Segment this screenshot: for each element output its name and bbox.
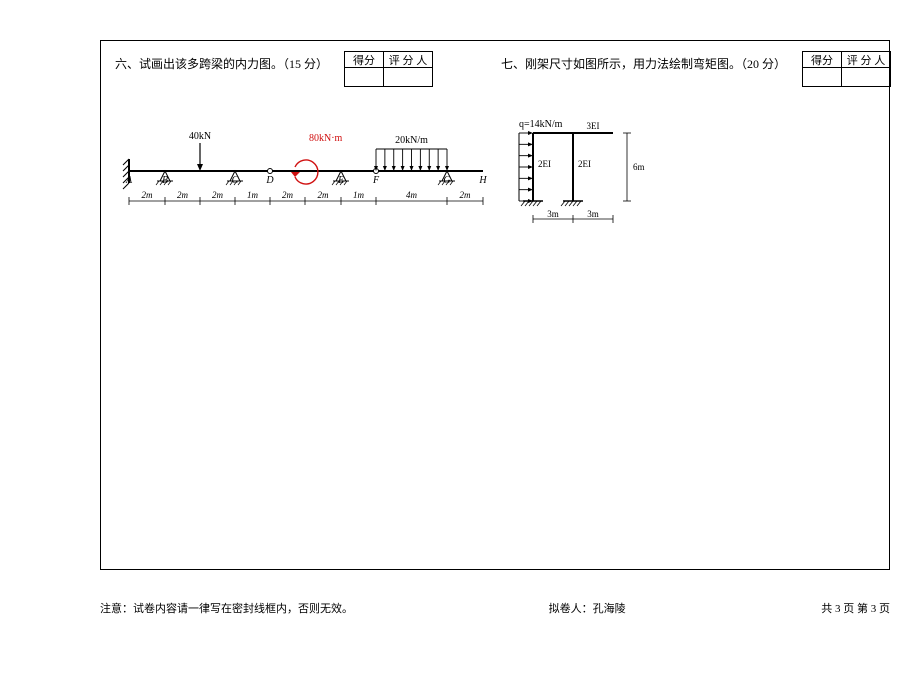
svg-text:D: D [265,175,274,186]
svg-text:3m: 3m [587,209,599,219]
problem-6-title: 六、试画出该多跨梁的内力图。（15 分） [115,51,328,72]
svg-text:1m: 1m [247,190,259,200]
problem-7-title: 七、刚架尺寸如图所示，用力法绘制弯矩图。（20 分） [501,51,786,72]
score-body-2 [384,68,432,86]
beam-figure: ABCDEFGH40kN80kN·m20kN/m2m2m2m1m2m2m1m4m… [115,115,495,225]
beam-svg: ABCDEFGH40kN80kN·m20kN/m2m2m2m1m2m2m1m4m… [115,115,495,225]
score-body-2b [842,68,890,86]
svg-text:2EI: 2EI [578,159,591,169]
svg-text:20kN/m: 20kN/m [395,135,428,146]
frame-svg: q=14kN/m 3EI 2EI 2EI 6m 3m 3m [501,105,701,235]
svg-text:80kN·m: 80kN·m [309,133,343,144]
score-body-1b [803,68,841,86]
page-footer: 注意：试卷内容请一律写在密封线框内，否则无效。 拟卷人：孔海陵 共 3 页 第 … [100,600,890,616]
svg-text:A: A [125,175,133,186]
score-box-6: 得分 评 分 人 [344,51,433,87]
problem-7: 七、刚架尺寸如图所示，用力法绘制弯矩图。（20 分） 得分 评 分 人 q=14… [501,51,881,235]
page-frame: 六、试画出该多跨梁的内力图。（15 分） 得分 评 分 人 ABCDEFGH40… [100,40,890,570]
svg-text:2m: 2m [177,190,189,200]
svg-text:3m: 3m [547,209,559,219]
score-col-1b: 得分 [803,52,841,86]
svg-text:40kN: 40kN [189,131,211,142]
svg-text:2m: 2m [318,190,330,200]
score-head-1: 得分 [345,52,383,68]
svg-text:2EI: 2EI [538,159,551,169]
score-col-2b: 评 分 人 [841,52,890,86]
footer-mid: 拟卷人：孔海陵 [549,600,626,616]
svg-text:2m: 2m [282,190,294,200]
svg-text:4m: 4m [406,190,418,200]
svg-text:6m: 6m [633,162,645,172]
svg-text:2m: 2m [460,190,472,200]
score-head-1b: 得分 [803,52,841,68]
content-columns: 六、试画出该多跨梁的内力图。（15 分） 得分 评 分 人 ABCDEFGH40… [115,51,875,235]
svg-text:2m: 2m [142,190,154,200]
score-head-2: 评 分 人 [384,52,432,68]
problem-6-header: 六、试画出该多跨梁的内力图。（15 分） 得分 评 分 人 [115,51,495,87]
score-col-1: 得分 [345,52,383,86]
footer-left: 注意：试卷内容请一律写在密封线框内，否则无效。 [100,600,353,616]
score-col-2: 评 分 人 [383,52,432,86]
svg-text:q=14kN/m: q=14kN/m [519,119,563,130]
problem-7-header: 七、刚架尺寸如图所示，用力法绘制弯矩图。（20 分） 得分 评 分 人 [501,51,881,87]
svg-text:H: H [478,175,487,186]
svg-text:F: F [372,175,380,186]
score-head-2b: 评 分 人 [842,52,890,68]
footer-right: 共 3 页 第 3 页 [821,600,890,616]
frame-figure: q=14kN/m 3EI 2EI 2EI 6m 3m 3m [501,105,881,235]
svg-text:1m: 1m [353,190,365,200]
score-body-1 [345,68,383,86]
svg-text:2m: 2m [212,190,224,200]
score-box-7: 得分 评 分 人 [802,51,891,87]
svg-text:3EI: 3EI [587,121,600,131]
problem-6: 六、试画出该多跨梁的内力图。（15 分） 得分 评 分 人 ABCDEFGH40… [115,51,495,235]
